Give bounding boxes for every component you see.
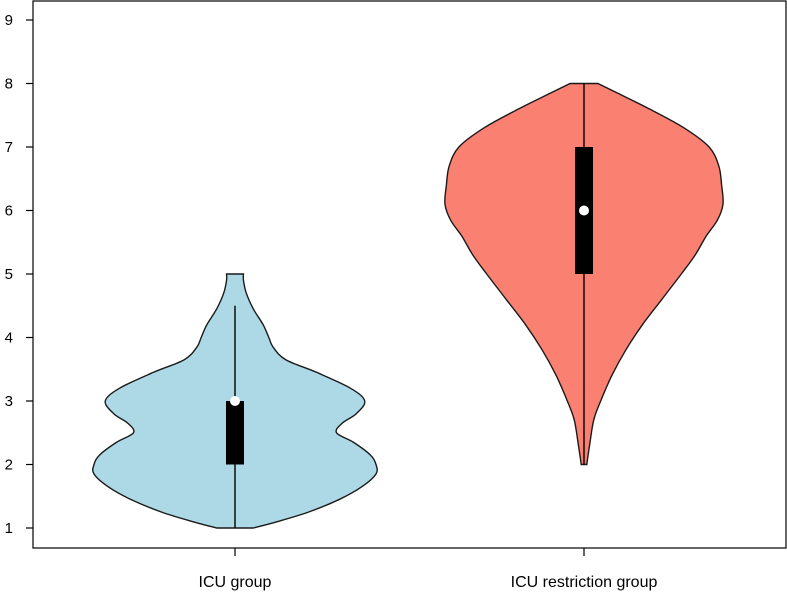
- x-tick-label-2: ICU restriction group: [511, 574, 658, 591]
- y-tick-label-2: 2: [5, 457, 13, 474]
- y-tick-label-8: 8: [5, 76, 13, 93]
- x-axis: ICU group ICU restriction group: [199, 548, 658, 591]
- y-tick-label-5: 5: [5, 266, 13, 283]
- median-point-1: [230, 396, 240, 406]
- y-tick-label-4: 4: [5, 330, 13, 347]
- violin-2: [444, 82, 724, 466]
- y-tick-label-3: 3: [5, 393, 13, 410]
- y-tick-label-7: 7: [5, 139, 13, 156]
- violins: [92, 82, 724, 529]
- y-tick-label-6: 6: [5, 203, 13, 220]
- iqr-box-1: [226, 401, 244, 465]
- y-axis: 1 2 3 4 5 6 7 8 9: [5, 12, 33, 537]
- x-tick-label-1: ICU group: [199, 574, 272, 591]
- y-tick-label-1: 1: [5, 520, 13, 537]
- median-point-2: [579, 205, 589, 216]
- violin-1: [92, 273, 378, 529]
- y-tick-label-9: 9: [5, 12, 13, 29]
